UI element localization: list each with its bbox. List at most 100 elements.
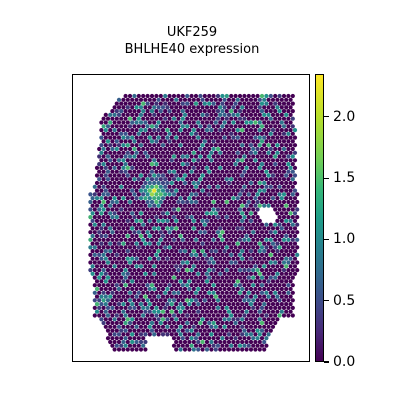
spot [218,180,223,186]
spot [169,196,174,201]
spot [180,245,185,250]
spot [218,347,223,352]
spot [259,230,265,235]
spot [112,120,117,125]
spot [97,199,102,205]
spot [158,139,163,144]
spot [134,143,139,148]
spot [202,169,207,174]
spot [240,241,245,246]
spot [152,286,157,292]
spot [251,146,256,152]
spot [224,298,229,303]
spot [152,309,157,314]
spot [288,173,293,178]
spot [119,222,124,227]
spot [290,230,295,235]
spot [288,128,293,133]
spot [213,309,218,314]
spot [292,180,298,186]
spot [136,237,141,242]
spot [108,226,113,231]
spot [171,343,177,348]
spot [176,283,181,288]
spot [119,252,124,257]
spot [141,93,146,99]
spot [156,143,161,148]
spot [222,256,227,261]
spot [141,199,146,205]
spot [169,264,174,269]
spot [97,215,102,220]
spot [211,146,216,152]
spot [119,275,124,280]
spot [207,313,212,318]
spot [160,271,166,276]
spot [136,298,141,303]
spot [154,320,159,326]
spot [277,313,282,318]
spot [242,109,247,114]
spot [176,313,181,318]
spot [152,196,157,201]
spot [211,131,216,136]
spot [273,298,278,303]
spot [160,324,166,329]
spot [275,309,280,314]
spot [246,215,251,220]
spot [123,313,128,318]
spot [189,298,194,303]
spot [259,192,265,197]
spot [220,146,225,152]
spot [211,109,216,114]
spot [143,105,148,110]
spot [284,180,289,186]
spot [156,218,161,223]
spot [163,328,168,333]
spot [222,271,227,276]
spot [125,324,130,329]
spot [97,290,102,295]
spot [132,328,137,333]
spot [103,196,108,201]
spot [167,93,172,99]
spot [165,286,170,292]
spot [114,336,119,341]
spot [244,165,249,170]
spot [253,120,258,125]
spot [147,180,152,186]
spot [127,215,133,220]
spot [145,207,150,212]
spot [200,226,205,231]
spot [193,252,199,257]
spot [246,162,251,167]
spot [110,320,115,326]
spot [110,139,115,144]
spot [180,268,185,273]
spot [211,313,216,318]
spot [145,298,150,303]
spot [229,93,234,99]
spot [222,347,227,352]
spot [248,120,254,125]
spot [182,271,188,276]
spot [209,264,214,269]
spot [108,286,113,292]
spot [286,260,291,265]
spot [119,268,124,273]
spot [189,124,194,129]
spot [165,143,170,148]
spot [116,150,122,155]
spot [229,336,234,341]
spot [116,105,122,110]
spot [132,116,137,121]
spot [132,184,137,189]
spot [233,93,238,99]
spot [284,203,289,208]
spot [248,211,254,216]
spot [134,135,139,140]
spot [134,347,139,352]
spot [204,294,210,299]
spot [242,192,247,197]
spot [255,328,260,333]
